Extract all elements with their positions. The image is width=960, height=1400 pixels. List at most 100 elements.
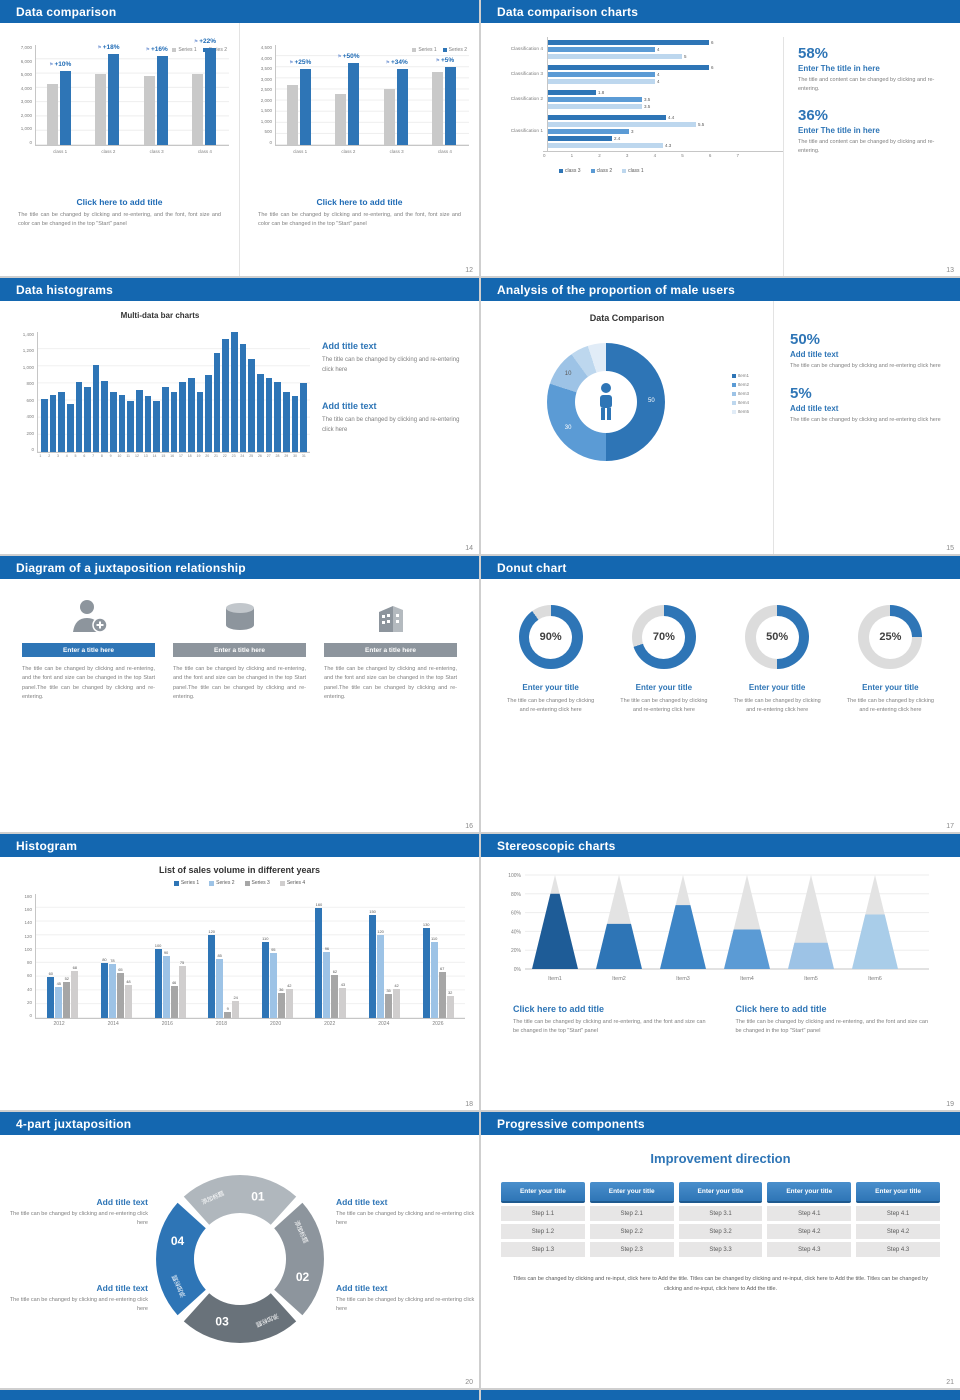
bar <box>187 378 195 452</box>
growth-value: +18% <box>102 44 120 51</box>
bar <box>170 986 178 1018</box>
slide-13-data-comparison-charts[interactable]: Data comparison charts Classification 4 6… <box>481 0 960 276</box>
slide-17-body: 90% Enter your title The title can be ch… <box>481 579 960 832</box>
bar-column: 42 <box>285 894 293 1018</box>
page-number: 12 <box>465 267 473 274</box>
x-label: class 4 <box>437 149 452 154</box>
bar-column: 150 <box>369 894 377 1018</box>
donut-item: 50% Enter your title The title can be ch… <box>726 605 829 832</box>
legend-item: Item4 <box>731 400 749 405</box>
chart-title: Data Comparison <box>589 313 665 323</box>
horizontal-bar-chart: Classification 4 6 4 5 Classification 3 6 4 4 Cl… <box>487 37 783 276</box>
slide-17-donut-chart[interactable]: Donut chart 90% Enter your title The tit… <box>481 556 960 832</box>
diagram-column: Enter a title here The title can be chan… <box>22 595 155 832</box>
bar-group: 120 85 9 24 <box>208 894 240 1018</box>
bar-column: 75 <box>178 894 186 1018</box>
x-tick-label: 7 <box>736 153 739 158</box>
bar <box>257 374 264 452</box>
y-tick-label: 3,000 <box>260 76 272 82</box>
next-row-partial-headers <box>0 1390 960 1400</box>
caption-heading: Click here to add title <box>513 1004 605 1014</box>
bar-column: 100 <box>154 894 162 1018</box>
slide-14-data-histograms[interactable]: Data histograms Multi-data bar charts 1,… <box>0 278 479 554</box>
stat-block: 36% Enter The title in here The title an… <box>798 107 946 155</box>
series2-bar <box>156 56 168 145</box>
stat-body: The title can be changed by clicking and… <box>790 363 941 369</box>
legend-swatch <box>731 373 736 378</box>
step-cell: Step 1.2 <box>501 1224 585 1239</box>
slide-14-body: Multi-data bar charts 1,400 1,200 1,000 800… <box>0 301 479 554</box>
slide-18-histogram[interactable]: Histogram List of sales volume in differ… <box>0 834 479 1110</box>
svg-text:20%: 20% <box>511 948 522 954</box>
growth-badge: ⚑+22% <box>183 38 227 45</box>
donut-body: The title can be changed by clicking and… <box>620 698 708 713</box>
bar-value: 3 <box>631 129 634 134</box>
flag-icon: ⚑ <box>97 45 102 51</box>
bar-column: 110 <box>261 894 269 1018</box>
caption-body: The title can be changed by clicking and… <box>336 1211 475 1226</box>
bar <box>110 392 117 452</box>
slide-20-header: 4-part juxtaposition <box>0 1112 479 1135</box>
flag-icon: ⚑ <box>288 60 294 66</box>
slice-label: 50 <box>648 398 655 404</box>
slice-label: 10 <box>564 370 572 377</box>
category-label: Classification 3 <box>510 72 543 77</box>
page-number: 13 <box>946 267 954 274</box>
x-label: 6 <box>83 454 86 458</box>
x-label: class 3 <box>149 149 164 154</box>
svg-text:04: 04 <box>171 1234 185 1248</box>
x-label: 2016 <box>161 1021 173 1027</box>
bar-stack: 6 4 4 <box>547 62 783 87</box>
stat-block: 58% Enter The title in here The title an… <box>798 45 946 93</box>
slide-20-title: 4-part juxtaposition <box>16 1116 132 1131</box>
bar <box>265 378 273 452</box>
slide-20-4-part-juxtaposition[interactable]: 4-part juxtaposition 01 添加标题 02 添加标题 03 添加标题 0… <box>0 1112 479 1388</box>
bar <box>161 387 169 452</box>
x-label: 5 <box>74 454 77 458</box>
bar-group: 100 90 46 75 <box>154 894 186 1018</box>
slide-21-progressive-components[interactable]: Progressive components Improvement direc… <box>481 1112 960 1388</box>
caption-heading: Add title text <box>96 1283 148 1293</box>
bar-value: 120 <box>208 929 216 934</box>
chart-row: Classification 2 1.8 3.5 3.5 <box>487 87 783 112</box>
bar <box>144 396 152 452</box>
bar-column: 35 <box>385 894 393 1018</box>
bar-column: 48 <box>124 894 132 1018</box>
chart-area: 4,500 4,000 3,500 3,000 2,500 2,000 1,500 1,000… <box>250 45 469 154</box>
bar <box>323 952 331 1018</box>
bar <box>548 54 682 59</box>
step-column: Enter your title Step 4.1 Step 4.2 Step 4.3 <box>856 1182 940 1257</box>
bar-value: 160 <box>315 902 323 907</box>
svg-text:03: 03 <box>215 1315 229 1329</box>
slide-14-title: Data histograms <box>16 282 114 297</box>
x-tick-label: 6 <box>708 153 712 158</box>
bar <box>170 392 178 452</box>
x-label: 7 <box>92 454 95 458</box>
plot-area <box>37 332 310 453</box>
bar-value: 3.5 <box>644 104 651 109</box>
series2-bar <box>108 54 120 145</box>
bar-column: 78 <box>108 894 116 1018</box>
x-label: class 2 <box>101 149 116 154</box>
caption-block: Add title text The title can be changed … <box>336 1197 476 1227</box>
slide-15-male-users-proportion[interactable]: Analysis of the proportion of male users… <box>481 278 960 554</box>
svg-text:Item4: Item4 <box>740 976 754 982</box>
bar-value: 4 <box>657 72 660 77</box>
partial-slide-header <box>0 1390 479 1400</box>
x-tick-label: 5 <box>681 153 684 158</box>
y-tick-label: 7,000 <box>20 45 32 50</box>
bar-value: 5 <box>684 54 687 59</box>
x-axis-line <box>543 151 783 152</box>
bar-column: 95 <box>269 894 277 1018</box>
bar <box>66 404 74 452</box>
caption-panel: Add title text The title can be changed … <box>310 301 479 554</box>
slide-19-stereoscopic-charts[interactable]: Stereoscopic charts 100% 80% 60% 40% 20% 0% It… <box>481 834 960 1110</box>
x-label: 2026 <box>432 1021 444 1027</box>
x-tick-label: 1 <box>570 153 574 158</box>
bar-column: 36 <box>277 894 285 1018</box>
x-tick-label: 2 <box>598 153 601 158</box>
slide-16-juxtaposition-diagram[interactable]: Diagram of a juxtaposition relationship … <box>0 556 479 832</box>
legend-label: Series 1 <box>180 880 200 886</box>
bar <box>339 988 347 1018</box>
